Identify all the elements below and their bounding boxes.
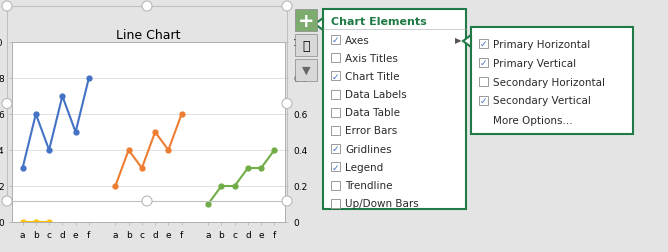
Text: +: +: [298, 11, 314, 30]
Text: ✓: ✓: [332, 163, 339, 172]
Text: ▼: ▼: [302, 66, 310, 76]
Bar: [479, 40, 488, 49]
Title: Line Chart: Line Chart: [116, 29, 181, 42]
Text: 🖌: 🖌: [302, 39, 310, 52]
Bar: [323, 10, 466, 209]
Text: Chart Title: Chart Title: [345, 72, 399, 82]
Text: Gridlines: Gridlines: [345, 144, 391, 154]
Text: Trendline: Trendline: [345, 180, 393, 190]
Text: ✓: ✓: [332, 72, 339, 81]
Text: Data Table: Data Table: [345, 108, 400, 118]
Bar: [295, 35, 317, 57]
Circle shape: [282, 2, 292, 12]
Bar: [331, 54, 340, 63]
Text: Up/Down Bars: Up/Down Bars: [345, 199, 419, 208]
Text: ✓: ✓: [332, 145, 339, 153]
Bar: [295, 60, 317, 82]
Bar: [331, 90, 340, 99]
Bar: [331, 36, 340, 45]
Polygon shape: [463, 36, 471, 48]
Text: Secondary Horizontal: Secondary Horizontal: [493, 77, 605, 87]
Bar: [331, 145, 340, 153]
Circle shape: [2, 2, 12, 12]
Text: ✓: ✓: [480, 97, 487, 106]
Text: Primary Vertical: Primary Vertical: [493, 58, 576, 68]
Text: Primary Horizontal: Primary Horizontal: [493, 39, 591, 49]
Text: Legend: Legend: [345, 162, 383, 172]
Text: ✓: ✓: [480, 59, 487, 68]
Bar: [479, 78, 488, 87]
Text: ✓: ✓: [332, 36, 339, 45]
Circle shape: [142, 2, 152, 12]
Text: Secondary Vertical: Secondary Vertical: [493, 96, 591, 106]
Bar: [331, 199, 340, 208]
Circle shape: [142, 196, 152, 206]
Bar: [331, 72, 340, 81]
Bar: [331, 163, 340, 172]
Text: Chart Elements: Chart Elements: [331, 17, 427, 27]
Bar: [331, 127, 340, 136]
Text: Error Bars: Error Bars: [345, 126, 397, 136]
Text: ▶: ▶: [455, 36, 461, 45]
Bar: [7, 7, 287, 201]
Bar: [471, 28, 633, 135]
Text: Axes: Axes: [345, 35, 370, 45]
Bar: [479, 59, 488, 68]
Text: Data Labels: Data Labels: [345, 90, 407, 100]
Polygon shape: [315, 19, 323, 31]
Text: Axis Titles: Axis Titles: [345, 53, 398, 64]
Circle shape: [282, 99, 292, 109]
Circle shape: [2, 99, 12, 109]
Circle shape: [282, 196, 292, 206]
Bar: [295, 10, 317, 32]
Bar: [331, 108, 340, 117]
Circle shape: [2, 196, 12, 206]
Text: ✓: ✓: [480, 40, 487, 49]
Bar: [479, 97, 488, 106]
Text: More Options...: More Options...: [493, 115, 572, 125]
Bar: [331, 181, 340, 190]
